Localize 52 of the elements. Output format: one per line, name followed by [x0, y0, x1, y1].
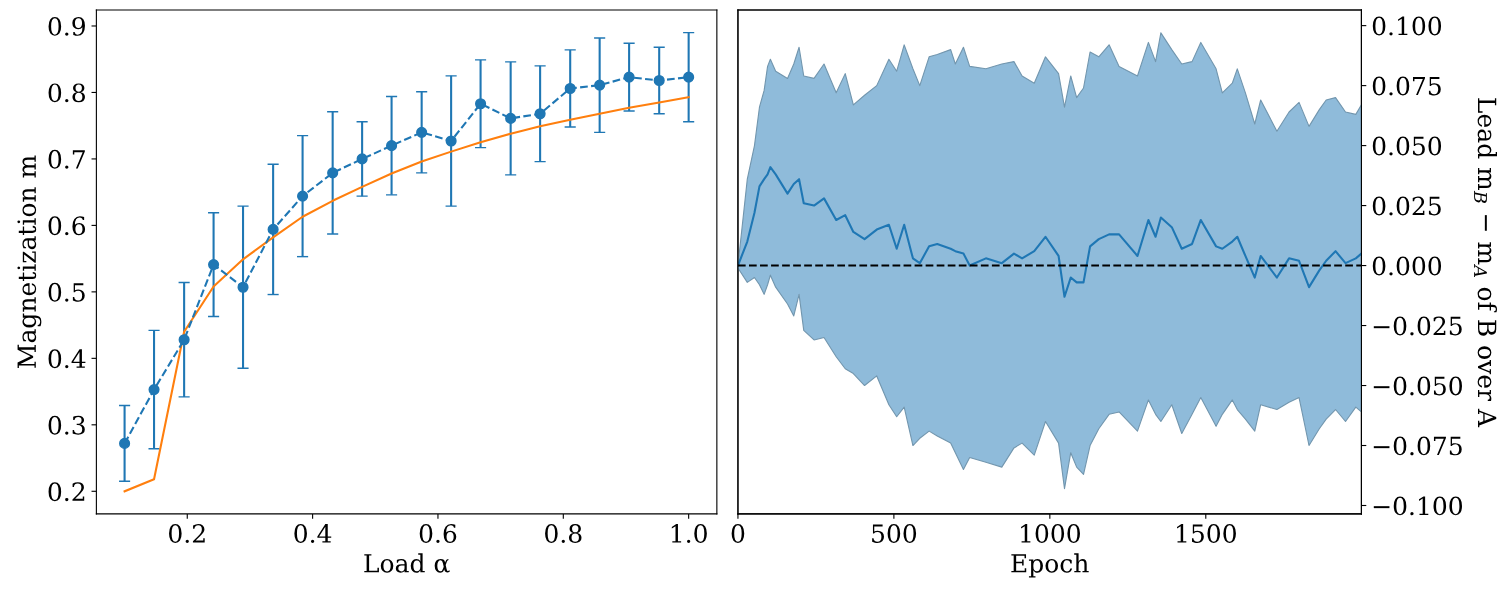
- point: [683, 71, 695, 83]
- x-tick-label: 1500: [1177, 524, 1236, 543]
- point: [178, 334, 190, 346]
- point: [475, 98, 487, 110]
- y-axis-title: Magnetization m: [17, 155, 42, 368]
- y2-tick-label: −0.050: [1373, 376, 1462, 396]
- point: [594, 79, 606, 91]
- line-series: [123, 96, 690, 493]
- x-tick-label: 0.8: [545, 524, 582, 543]
- y-tick-label: 0.4: [48, 349, 86, 369]
- point: [534, 108, 546, 120]
- x-tick-label: 1.0: [671, 524, 707, 543]
- y-tick-label: 0.6: [48, 216, 86, 236]
- x-tick-label: 1000: [1021, 524, 1080, 543]
- point: [356, 153, 368, 165]
- y2-tick-label: 0.000: [1372, 256, 1442, 276]
- x-axis-title: Load α: [364, 553, 450, 573]
- point: [564, 82, 576, 95]
- y2-tick-label: 0.050: [1372, 136, 1442, 156]
- y2-tick-label: −0.025: [1373, 316, 1462, 336]
- x-tick-label: 0.4: [294, 524, 332, 543]
- line-series: [737, 166, 1362, 298]
- point: [416, 126, 428, 138]
- point: [445, 135, 457, 147]
- point: [297, 190, 309, 202]
- x-tick-label: 0: [731, 524, 745, 543]
- point: [208, 259, 220, 271]
- y2-tick-label: 0.100: [1372, 16, 1442, 36]
- y-tick-label: 0.2: [48, 482, 85, 502]
- x-tick-label: 0.6: [419, 524, 457, 543]
- y-tick-label: 0.8: [48, 83, 85, 103]
- point: [237, 281, 249, 293]
- y-tick-label: 0.5: [48, 282, 85, 302]
- y2-tick-label: 0.075: [1372, 76, 1441, 96]
- y2-tick-label: −0.075: [1373, 436, 1462, 456]
- point: [386, 140, 398, 152]
- point: [653, 74, 665, 87]
- point: [267, 223, 279, 235]
- y2-tick-label: −0.100: [1373, 496, 1462, 516]
- y2-axis-title: Lead m$_{B}$ − m$_{A}$ of B over A: [1474, 98, 1497, 428]
- y2-tick-label: 0.025: [1372, 196, 1441, 216]
- point: [148, 384, 160, 396]
- x-tick-label: 0.2: [169, 524, 205, 543]
- y-tick-label: 0.7: [48, 149, 85, 169]
- point: [623, 71, 635, 83]
- point: [119, 437, 131, 449]
- point: [327, 167, 339, 179]
- point: [505, 112, 517, 124]
- x-axis-title: Epoch: [1011, 553, 1089, 578]
- y-tick-label: 0.9: [48, 16, 85, 36]
- y-tick-label: 0.3: [48, 415, 85, 435]
- x-tick-label: 500: [872, 524, 917, 543]
